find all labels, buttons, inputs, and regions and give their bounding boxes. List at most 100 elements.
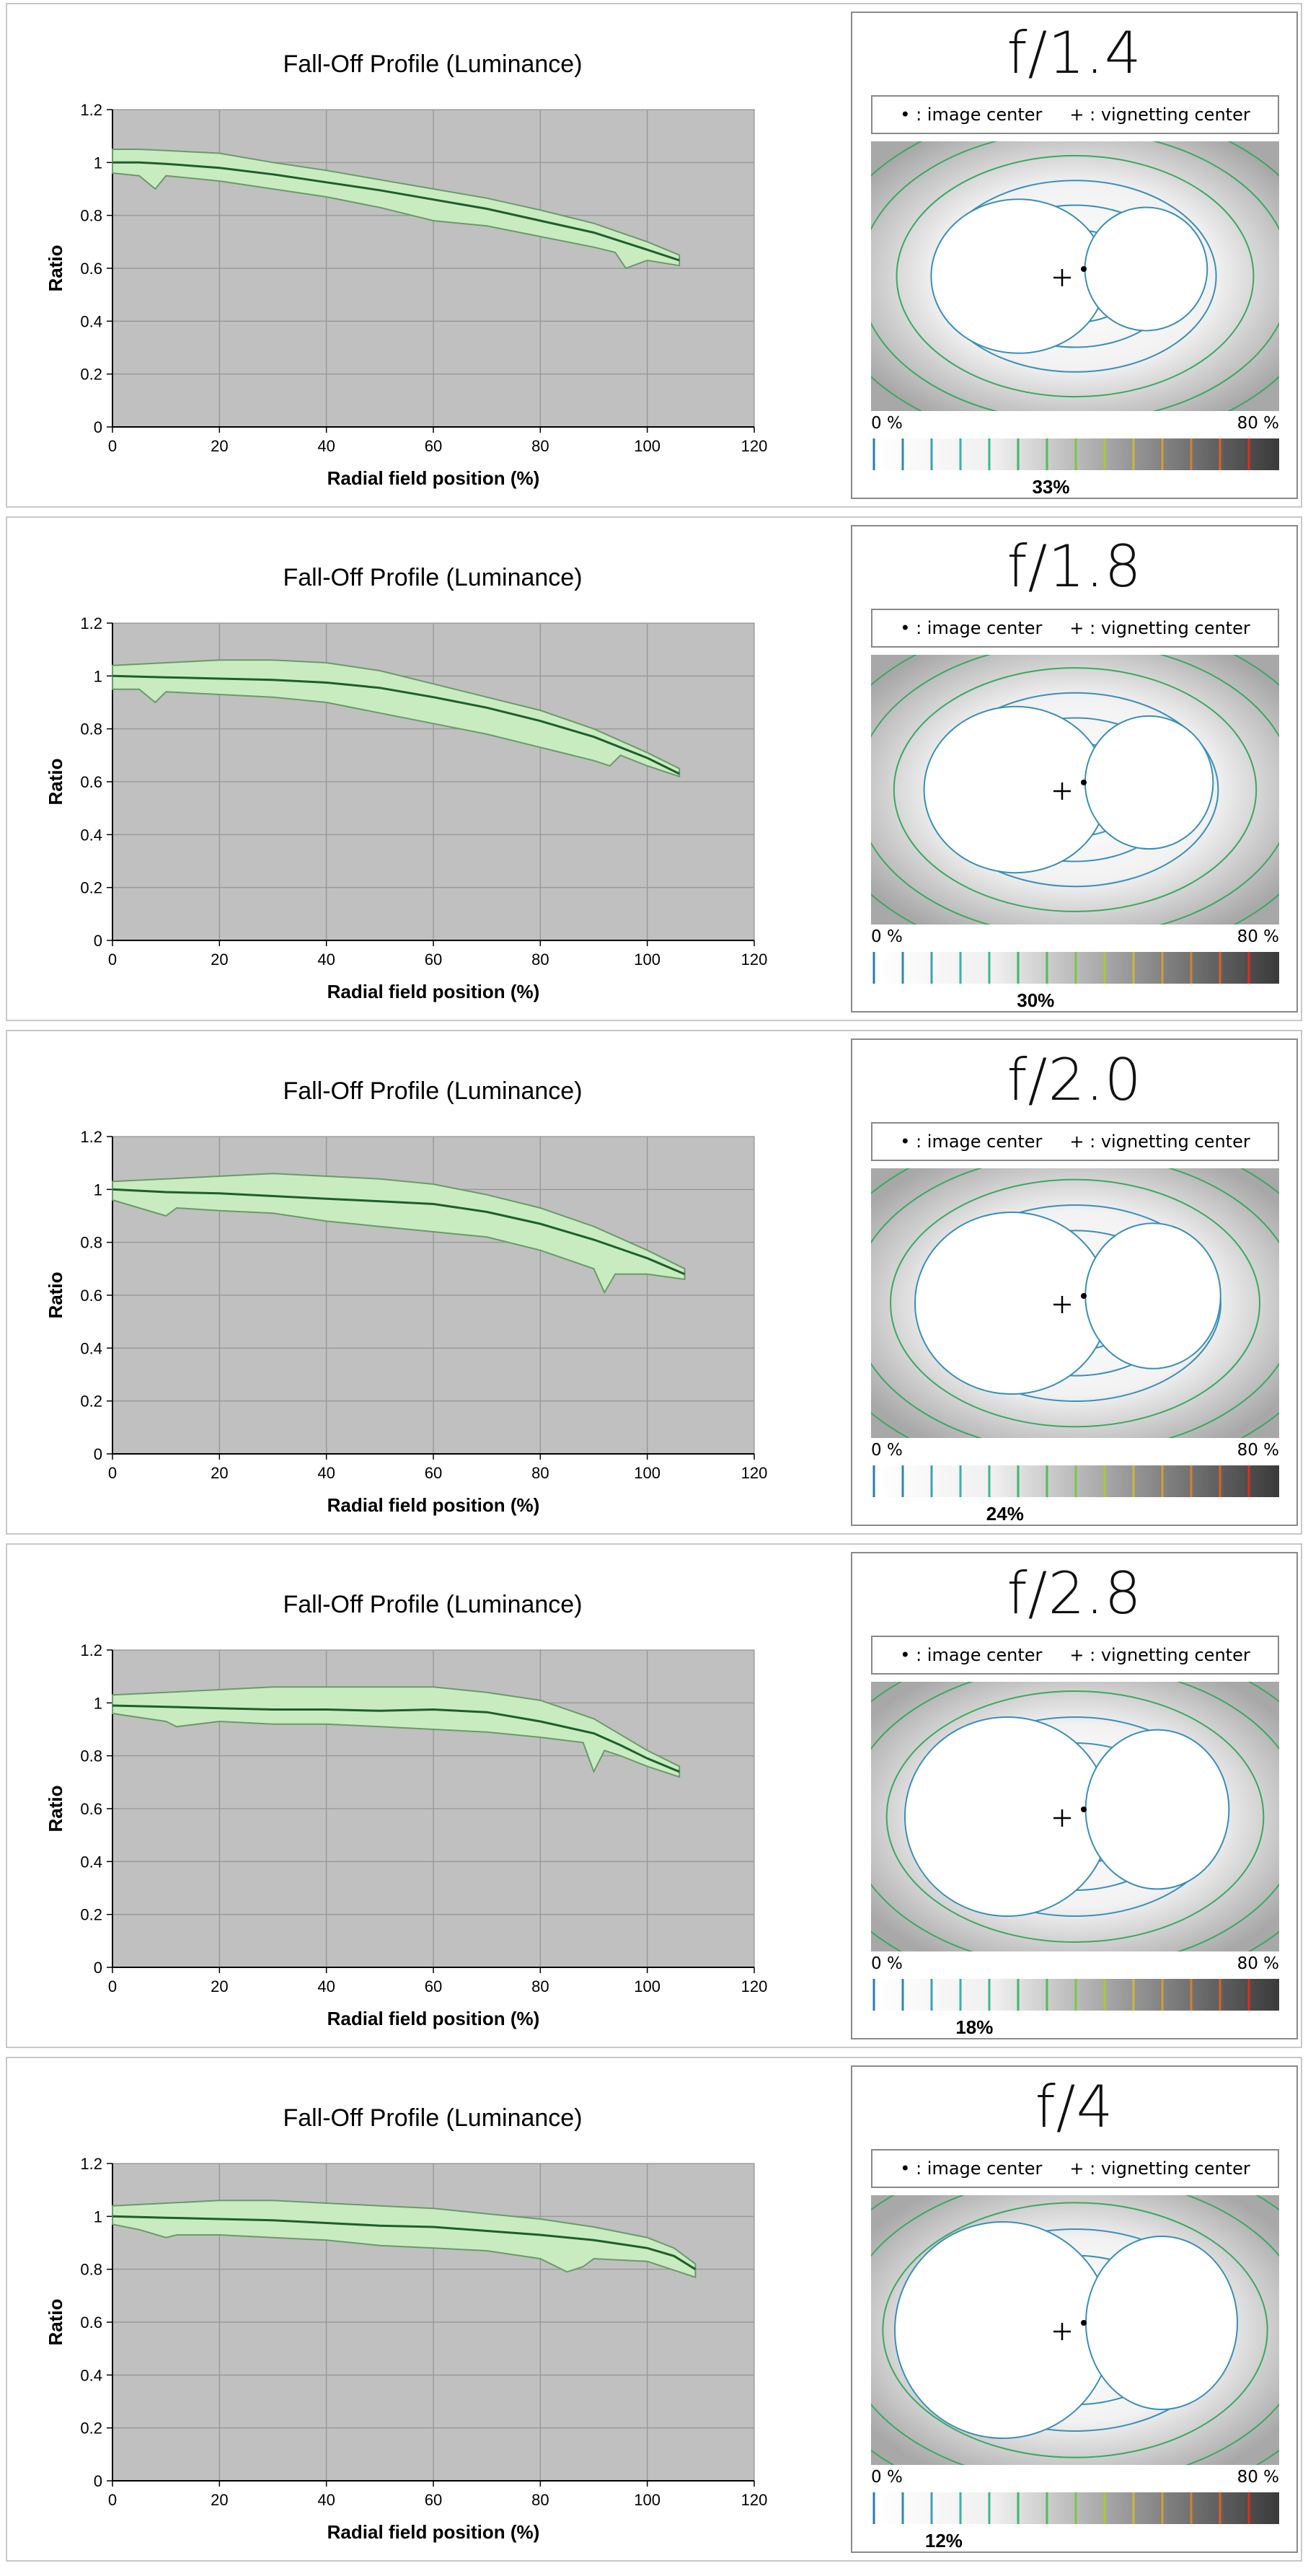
vignetting-contour-map (800, 2149, 1308, 2511)
x-tick-label: 60 (425, 437, 442, 455)
scale-min-label: 0 % (871, 2468, 903, 2487)
x-tick-label: 120 (741, 950, 768, 969)
falloff-chart-svg: Fall-Off Profile (Luminance)0 20 40 60 80 100… (45, 50, 767, 489)
chart-title: Fall-Off Profile (Luminance) (283, 564, 582, 591)
y-tick-label: 0 (94, 1959, 102, 1977)
scale-max-label: 80 % (1237, 1441, 1279, 1460)
vignetting-value: 12% (924, 2530, 963, 2551)
y-tick-label: 0 (94, 932, 102, 950)
aperture-label: f/1.4 (1007, 19, 1142, 87)
contour-lobe-right (1084, 206, 1208, 332)
scale-max-label: 80 % (1237, 2468, 1279, 2487)
y-tick-label: 0.6 (80, 2313, 102, 2332)
x-tick-label: 100 (634, 1977, 660, 1995)
contour-lobe-left (923, 705, 1108, 874)
contour-line (896, 154, 1255, 398)
x-tick-label: 100 (634, 950, 660, 969)
x-tick-label: 100 (634, 2491, 660, 2509)
contour-map-svg (800, 2149, 1308, 2511)
x-tick-label: 80 (531, 1464, 549, 1482)
x-tick-label: 80 (531, 1977, 549, 1995)
vignetting-panel: f/1.8 • : image center + : vignetting cent… (817, 525, 1308, 1013)
y-tick-label: 0.6 (80, 1287, 102, 1305)
x-tick-label: 80 (531, 2491, 549, 2509)
chart-title: Fall-Off Profile (Luminance) (283, 1591, 582, 1618)
vignetting-value: 24% (986, 1503, 1024, 1525)
vignetting-panel: f/2.8 • : image center + : vignetting cent… (806, 1552, 1308, 2039)
x-tick-label: 60 (425, 950, 442, 969)
contour-map-svg (806, 1638, 1308, 1995)
x-tick-label: 40 (317, 1464, 335, 1482)
contour-lobe-right (1085, 2236, 1238, 2410)
x-tick-label: 0 (108, 1977, 117, 1995)
vignetting-contour-map (817, 617, 1308, 963)
y-tick-label: 0.4 (80, 312, 102, 330)
vignetting-contour-map (806, 1638, 1308, 1995)
aperture-label: f/2.0 (1007, 1046, 1142, 1113)
vignetting-contour-map (812, 1128, 1308, 1478)
y-tick-label: 0.4 (80, 2366, 102, 2384)
legend-vignetting-center: + : vignetting center (1069, 105, 1250, 125)
y-axis-title: Ratio (45, 1272, 66, 1319)
x-tick-label: 20 (211, 437, 228, 455)
contour-line (890, 1178, 1260, 1428)
scale-bar-svg (871, 438, 1279, 470)
x-axis-title: Radial field position (%) (327, 981, 540, 1002)
contour-lobe-right (1084, 1222, 1221, 1369)
y-tick-label: 0.2 (80, 879, 102, 897)
aperture-label: f/2.8 (1007, 1560, 1142, 1627)
y-tick-label: 1 (94, 1694, 102, 1712)
x-tick-label: 20 (211, 950, 228, 969)
falloff-chart: Fall-Off Profile (Luminance) 0 20 40 60 80 100… (7, 2058, 844, 2560)
scale-bar-svg (871, 1979, 1279, 2011)
scale-bar-svg (871, 952, 1279, 984)
result-row: Fall-Off Profile (Luminance) 0 20 40 60 80 100… (6, 2057, 1308, 2562)
x-tick-label: 100 (634, 1464, 660, 1482)
legend-image-center: • : image center (900, 1645, 1043, 1665)
legend-image-center: • : image center (900, 618, 1043, 638)
y-tick-label: 0 (94, 2472, 102, 2490)
contour-line (893, 667, 1258, 912)
x-tick-label: 60 (425, 2491, 442, 2509)
vignetting-scale-bar (871, 438, 1279, 470)
y-tick-label: 1.2 (80, 1641, 102, 1659)
aperture-label: f/1.8 (1007, 533, 1142, 600)
luminance-spread-band (112, 149, 681, 270)
falloff-chart: Fall-Off Profile (Luminance) 0 20 40 60 80 100… (7, 1031, 844, 1533)
vignetting-contour-map (821, 105, 1308, 447)
x-tick-label: 0 (108, 437, 117, 455)
image-center-dot (1081, 2320, 1087, 2326)
falloff-chart-svg: Fall-Off Profile (Luminance)0 20 40 60 80 100… (45, 1591, 767, 2029)
chart-title: Fall-Off Profile (Luminance) (283, 2104, 582, 2132)
x-tick-label: 60 (425, 1977, 442, 1995)
y-tick-label: 0.8 (80, 2261, 102, 2279)
luminance-mean-line (112, 1704, 680, 1773)
luminance-spread-band (112, 659, 681, 778)
x-tick-label: 80 (531, 437, 549, 455)
scale-labels: 0 % 80 % (871, 927, 1279, 949)
contour-lobe-left (914, 1212, 1109, 1395)
y-tick-label: 1.2 (80, 614, 102, 632)
luminance-mean-line (112, 2215, 697, 2270)
y-tick-label: 0.2 (80, 2420, 102, 2438)
contour-lobe-right (1084, 1729, 1230, 1890)
x-tick-label: 40 (317, 1977, 335, 1995)
falloff-chart: Fall-Off Profile (Luminance) 0 20 40 60 80 100… (7, 4, 844, 506)
x-tick-label: 40 (317, 2491, 335, 2509)
x-tick-label: 20 (211, 1977, 228, 1995)
y-tick-label: 0.6 (80, 1800, 102, 1818)
center-legend: • : image center + : vignetting center (871, 1122, 1279, 1161)
scale-bar-svg (871, 2492, 1279, 2524)
scale-labels: 0 % 80 % (871, 414, 1279, 436)
vignetting-panel: f/2.0 • : image center + : vignetting cent… (812, 1038, 1308, 1526)
x-tick-label: 20 (211, 2491, 228, 2509)
vignetting-value: 18% (955, 2016, 994, 2038)
y-tick-label: 1 (94, 667, 102, 685)
legend-image-center: • : image center (900, 2158, 1043, 2179)
vignetting-scale-bar (871, 1465, 1279, 1497)
result-row: Fall-Off Profile (Luminance) 0 20 40 60 80 100… (6, 516, 1308, 1021)
legend-image-center: • : image center (900, 1132, 1043, 1152)
luminance-mean-line (112, 674, 680, 775)
y-tick-label: 0.8 (80, 1747, 102, 1765)
